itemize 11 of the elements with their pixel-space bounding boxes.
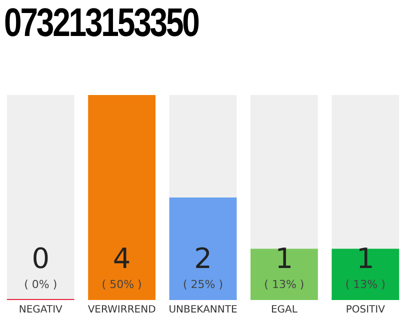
data-label: 2 ( 25% )	[182, 242, 224, 291]
x-tick-label: POSITIV	[346, 304, 386, 316]
data-label: 1 ( 13% )	[264, 242, 304, 291]
x-tick-label: NEGATIV	[18, 304, 63, 316]
x-tick-label: UNBEKANNTE	[168, 304, 238, 316]
data-label: 1 ( 13% )	[345, 242, 386, 291]
x-tick-label: EGAL	[270, 304, 298, 316]
data-label: 4 ( 50% )	[102, 242, 142, 291]
x-tick-label: VERWIRREND	[88, 304, 156, 316]
chart-title: 073213153350	[4, 0, 198, 46]
data-label: 0 ( 0% )	[24, 242, 58, 291]
